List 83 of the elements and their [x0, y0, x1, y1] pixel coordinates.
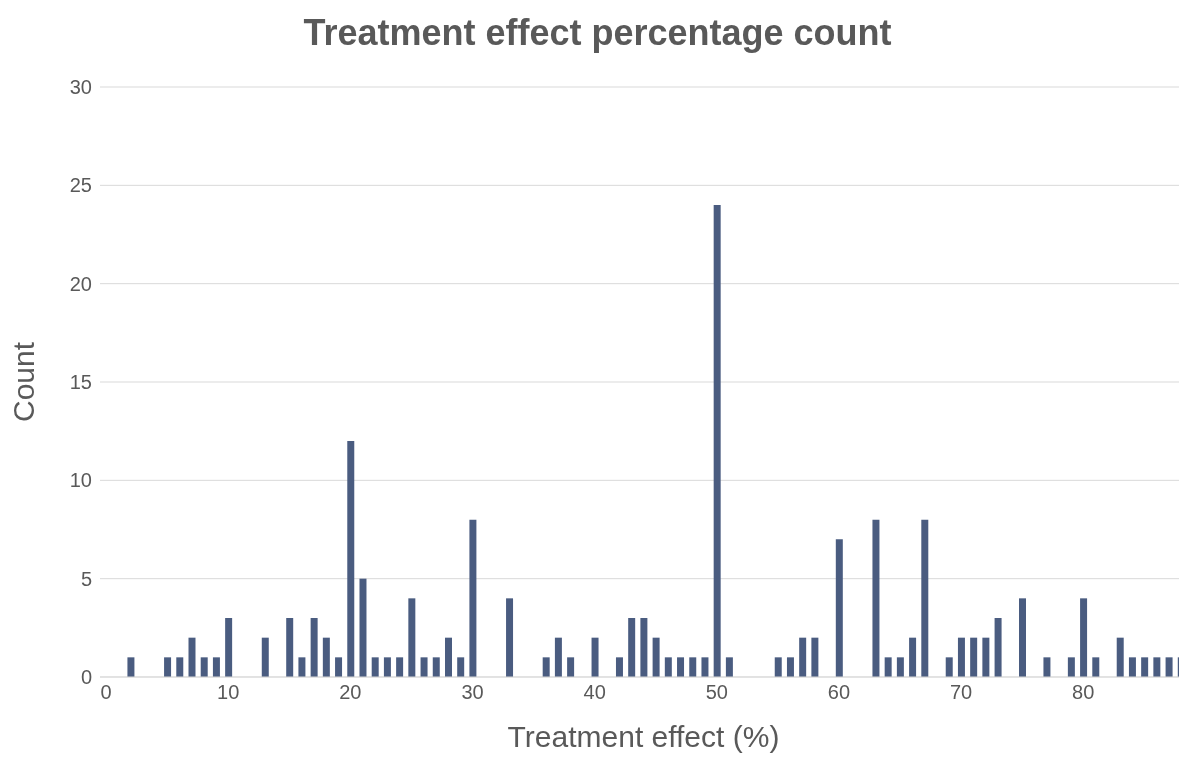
bar — [909, 637, 917, 677]
bar — [1067, 657, 1075, 677]
bar — [921, 519, 929, 677]
bar — [396, 657, 404, 677]
bar — [164, 657, 172, 677]
bar — [188, 637, 196, 677]
bar — [957, 637, 965, 677]
bar — [872, 519, 880, 677]
bar — [469, 519, 477, 677]
bar — [444, 637, 452, 677]
y-tick-label: 5 — [80, 567, 92, 590]
bar — [884, 657, 892, 677]
bar — [567, 657, 575, 677]
bar — [725, 657, 733, 677]
bar — [371, 657, 379, 677]
bar — [664, 657, 672, 677]
bar — [982, 637, 990, 677]
bar — [1153, 657, 1161, 677]
bar — [1128, 657, 1136, 677]
x-tick-label: 0 — [100, 681, 112, 704]
x-tick-label: 40 — [583, 681, 606, 704]
bar — [542, 657, 550, 677]
x-tick-label: 20 — [339, 681, 362, 704]
bar — [713, 205, 721, 677]
chart-title: Treatment effect percentage count — [302, 11, 893, 55]
bar — [811, 637, 819, 677]
bar — [1080, 598, 1088, 677]
bar — [835, 539, 843, 677]
bar — [799, 637, 807, 677]
bar — [200, 657, 208, 677]
bar — [677, 657, 685, 677]
x-tick-label: 30 — [461, 681, 484, 704]
bar — [994, 618, 1002, 677]
x-axis-title: Treatment effect (%) — [507, 720, 780, 753]
y-tick-label: 25 — [69, 174, 92, 197]
bar — [640, 618, 648, 677]
y-tick-label: 15 — [69, 371, 92, 394]
x-tick-label: 70 — [949, 681, 973, 704]
bar — [335, 657, 343, 677]
x-tick-label: 10 — [217, 681, 240, 704]
bar — [970, 637, 978, 677]
bar — [286, 618, 294, 677]
bar — [896, 657, 904, 677]
bar — [212, 657, 220, 677]
bar — [628, 618, 636, 677]
bar — [1092, 657, 1100, 677]
bar — [432, 657, 440, 677]
y-tick-label: 10 — [69, 469, 92, 492]
bar — [945, 657, 953, 677]
bar — [176, 657, 184, 677]
bar — [701, 657, 709, 677]
bar — [383, 657, 391, 677]
bar — [652, 637, 660, 677]
bar — [127, 657, 135, 677]
bar — [554, 637, 562, 677]
x-tick-label: 50 — [705, 681, 728, 704]
y-axis-title: Count — [6, 341, 40, 423]
y-tick-label: 0 — [80, 666, 92, 689]
y-tick-label: 20 — [69, 272, 92, 295]
bar — [261, 637, 269, 677]
bar — [347, 441, 355, 677]
bar — [420, 657, 428, 677]
bar — [298, 657, 306, 677]
bar — [591, 637, 599, 677]
bar — [506, 598, 514, 677]
bar — [774, 657, 782, 677]
bar — [457, 657, 465, 677]
bar — [1165, 657, 1173, 677]
x-tick-label: 60 — [827, 681, 851, 704]
y-tick-label: 30 — [69, 76, 92, 99]
bar — [310, 618, 318, 677]
bar — [225, 618, 233, 677]
x-tick-label: 80 — [1072, 681, 1095, 704]
bar — [1116, 637, 1124, 677]
bar — [786, 657, 794, 677]
bar — [615, 657, 623, 677]
bar — [1019, 598, 1027, 677]
bar — [689, 657, 697, 677]
bar — [408, 598, 416, 677]
bar — [322, 637, 330, 677]
bar — [359, 578, 367, 677]
bar — [1141, 657, 1149, 677]
bar — [1043, 657, 1051, 677]
